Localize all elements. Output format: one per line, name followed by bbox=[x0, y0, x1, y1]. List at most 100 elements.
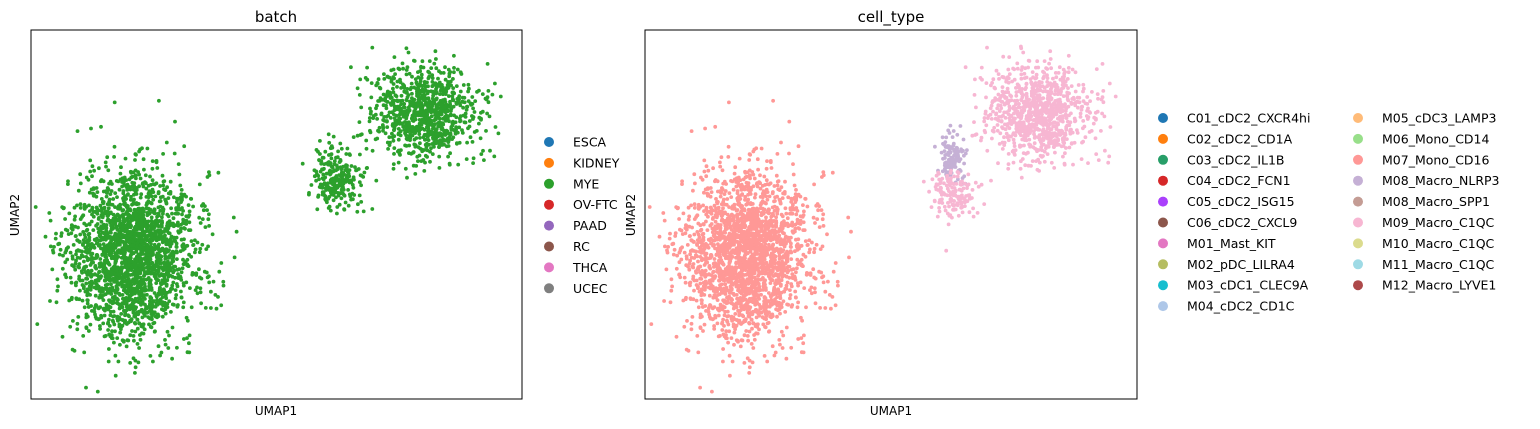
data-point bbox=[70, 281, 74, 285]
data-point bbox=[379, 113, 383, 117]
data-point bbox=[789, 282, 793, 286]
data-point bbox=[81, 279, 85, 283]
data-point bbox=[333, 159, 337, 163]
data-point bbox=[107, 262, 111, 266]
data-point bbox=[699, 176, 703, 180]
data-point bbox=[471, 161, 475, 165]
data-point bbox=[132, 311, 136, 315]
data-point bbox=[76, 129, 80, 133]
data-point bbox=[118, 188, 122, 192]
data-point bbox=[124, 290, 128, 294]
data-point bbox=[481, 149, 485, 153]
data-point bbox=[206, 245, 210, 249]
data-point bbox=[172, 195, 176, 199]
data-point bbox=[123, 309, 127, 313]
data-point bbox=[479, 136, 483, 140]
data-point bbox=[106, 283, 110, 287]
data-point bbox=[93, 306, 97, 310]
data-point bbox=[720, 155, 724, 159]
data-point bbox=[180, 188, 184, 192]
data-point bbox=[406, 65, 410, 69]
data-point bbox=[395, 99, 399, 103]
data-point bbox=[80, 215, 84, 219]
data-point bbox=[790, 303, 794, 307]
data-point bbox=[128, 294, 132, 298]
data-point bbox=[414, 143, 418, 147]
data-point bbox=[235, 230, 239, 234]
data-point bbox=[335, 186, 339, 190]
data-point bbox=[81, 243, 85, 247]
data-point bbox=[461, 106, 465, 110]
data-point bbox=[795, 266, 799, 270]
data-point bbox=[153, 321, 157, 325]
data-point bbox=[723, 224, 727, 228]
data-point bbox=[812, 216, 816, 220]
data-point bbox=[89, 323, 93, 327]
data-point bbox=[459, 90, 463, 94]
data-point bbox=[486, 62, 490, 66]
data-point bbox=[434, 49, 438, 53]
data-point bbox=[407, 120, 411, 124]
data-point bbox=[823, 290, 827, 294]
data-point bbox=[185, 316, 189, 320]
data-point bbox=[176, 224, 180, 228]
data-point bbox=[71, 228, 75, 232]
data-point bbox=[747, 371, 751, 375]
data-point bbox=[437, 155, 441, 159]
data-point bbox=[104, 255, 108, 259]
data-point bbox=[451, 90, 455, 94]
data-point bbox=[116, 282, 120, 286]
data-point bbox=[648, 205, 652, 209]
data-point bbox=[163, 249, 167, 253]
data-point bbox=[88, 293, 92, 297]
data-point bbox=[776, 208, 780, 212]
data-point bbox=[169, 252, 173, 256]
data-point bbox=[789, 208, 793, 212]
data-point bbox=[59, 248, 63, 252]
data-point bbox=[84, 250, 88, 254]
data-point bbox=[157, 258, 161, 262]
data-point bbox=[801, 215, 805, 219]
data-point bbox=[158, 219, 162, 223]
data-point bbox=[723, 282, 727, 286]
data-point bbox=[173, 120, 177, 124]
data-point bbox=[118, 240, 122, 244]
data-point bbox=[382, 77, 386, 81]
data-point bbox=[696, 260, 700, 264]
data-point bbox=[331, 183, 335, 187]
data-point bbox=[86, 257, 90, 261]
data-point bbox=[324, 196, 328, 200]
data-point bbox=[328, 172, 332, 176]
data-point bbox=[135, 192, 139, 196]
data-point bbox=[128, 333, 132, 337]
data-point bbox=[128, 214, 132, 218]
data-point bbox=[321, 156, 325, 160]
data-point bbox=[129, 176, 133, 180]
data-point bbox=[131, 287, 135, 291]
data-point bbox=[444, 105, 448, 109]
data-point bbox=[821, 245, 825, 249]
data-point bbox=[365, 78, 369, 82]
data-point bbox=[82, 286, 86, 290]
data-point bbox=[740, 338, 744, 342]
data-point bbox=[307, 191, 311, 195]
data-point bbox=[169, 180, 173, 184]
data-point bbox=[207, 281, 211, 285]
data-point bbox=[441, 127, 445, 131]
data-point bbox=[159, 254, 163, 258]
data-point bbox=[108, 324, 112, 328]
data-point bbox=[85, 277, 89, 281]
data-point bbox=[331, 187, 335, 191]
data-point bbox=[133, 307, 137, 311]
data-point bbox=[73, 215, 77, 219]
data-point bbox=[128, 234, 132, 238]
data-point bbox=[99, 261, 103, 265]
data-point bbox=[720, 328, 724, 332]
data-point bbox=[481, 110, 485, 114]
data-point bbox=[796, 305, 800, 309]
data-point bbox=[777, 234, 781, 238]
data-point bbox=[430, 114, 434, 118]
data-point bbox=[124, 203, 128, 207]
data-point bbox=[673, 248, 677, 252]
data-point bbox=[401, 62, 405, 66]
